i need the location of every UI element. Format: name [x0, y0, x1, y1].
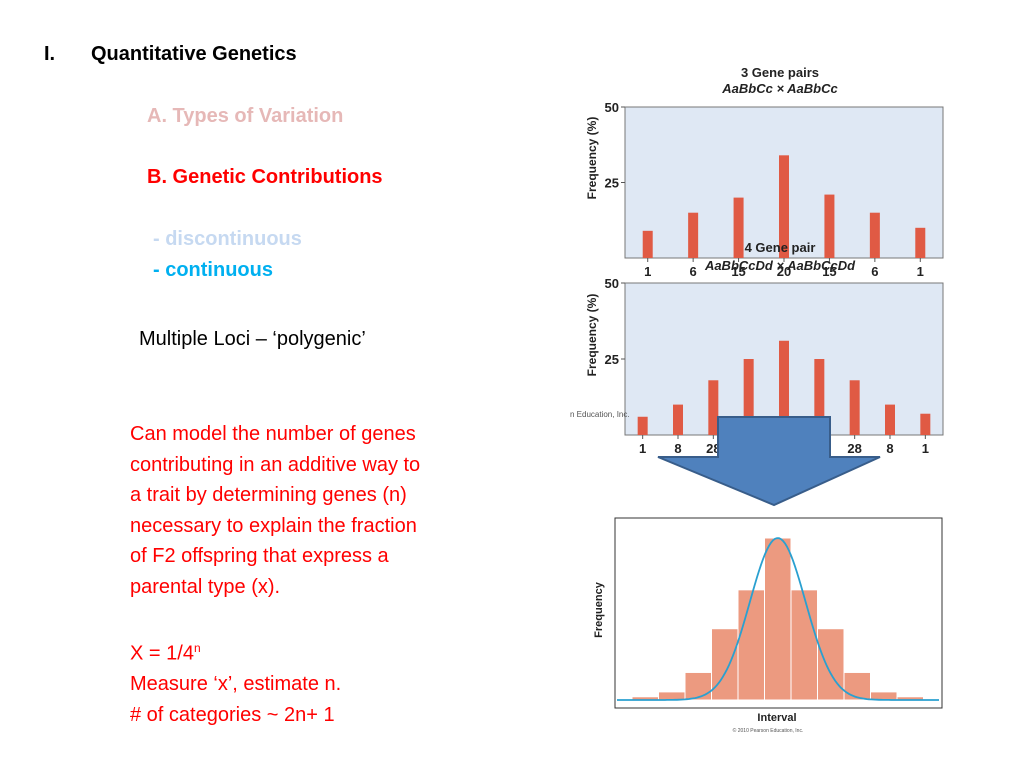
formula-line: X = 1/4n [130, 633, 430, 669]
x-tick-label: 15 [731, 264, 745, 279]
y-tick-label: 25 [605, 176, 619, 191]
x-axis-label-continuous: Interval [757, 712, 796, 724]
histogram-bar [684, 671, 712, 701]
genetics-figure: 3 Gene pairs AaBbCc × AaBbCc Frequency (… [570, 65, 944, 734]
x-tick-label: 6 [871, 264, 878, 279]
down-arrow-icon [657, 416, 881, 507]
histogram-bar [737, 589, 765, 701]
histogram-bar [817, 628, 845, 701]
x-tick-label: 1 [639, 441, 646, 456]
y-axis-label-4-gene: Frequency (%) [585, 294, 599, 377]
histogram-bar [790, 589, 818, 701]
chart-title-3-gene: 3 Gene pairs [741, 65, 819, 80]
x-tick-label: 1 [922, 441, 929, 456]
x-tick-label: 1 [644, 264, 651, 279]
bar [779, 340, 789, 435]
histogram-bar [843, 671, 871, 701]
credit-bottom: © 2010 Pearson Education, Inc. [733, 727, 804, 734]
bar [642, 230, 653, 258]
x-tick-label: 8 [674, 441, 681, 456]
subheading-genetic-contributions: B. Genetic Contributions [147, 166, 383, 188]
chart-subtitle-3-gene: AaBbCc × AaBbCc [721, 81, 838, 96]
chart-subtitle-4-gene: AaBbCcDd × AaBbCcDd [704, 258, 856, 273]
formula-base: X = 1/4 [130, 642, 194, 665]
x-tick-label: 15 [822, 264, 836, 279]
bullet-discontinuous: - discontinuous [153, 228, 302, 250]
x-tick-label: 8 [886, 441, 893, 456]
y-tick-label: 25 [605, 352, 619, 367]
bar [637, 416, 648, 435]
bar [673, 404, 683, 435]
histogram-bar [764, 537, 792, 701]
y-tick-label: 50 [605, 276, 619, 291]
histogram-bar [711, 628, 739, 701]
subheading-types-of-variation: A. Types of Variation [147, 105, 344, 127]
chart-3-gene-pairs: 3 Gene pairs AaBbCc × AaBbCc Frequency (… [585, 65, 944, 279]
x-tick-label: 28 [847, 441, 861, 456]
bar [733, 197, 744, 258]
model-paragraph: Can model the number of genes contributi… [130, 423, 421, 598]
bar [814, 359, 825, 435]
bar [885, 404, 895, 435]
bar [920, 413, 931, 435]
y-tick-label: 50 [605, 100, 619, 115]
bar [849, 380, 860, 435]
x-tick-label: 28 [706, 441, 720, 456]
bar [779, 155, 789, 258]
y-axis-label-3-gene: Frequency (%) [585, 117, 599, 200]
measure-line: Measure ‘x’, estimate n. [130, 673, 342, 696]
bar [708, 380, 719, 435]
normal-curve [617, 537, 939, 701]
chart-4-gene-pairs: 4 Gene pair AaBbCcDd × AaBbCcDd Frequenc… [585, 240, 944, 456]
y-axis-label-continuous: Frequency [593, 581, 605, 638]
x-tick-label: 6 [690, 264, 697, 279]
heading-number: I. [44, 43, 56, 65]
x-tick-label: 20 [777, 264, 791, 279]
heading-title: Quantitative Genetics [91, 43, 297, 65]
credit-top: n Education, Inc. [570, 410, 630, 419]
bar [869, 212, 880, 258]
categories-line: # of categories ~ 2n+ 1 [130, 704, 335, 726]
bar [915, 227, 926, 258]
bar [824, 194, 835, 258]
bar [743, 359, 754, 435]
x-tick-label: 1 [917, 264, 924, 279]
model-text-block: Can model the number of genes contributi… [130, 419, 430, 731]
multiple-loci-text: Multiple Loci – ‘polygenic’ [139, 328, 366, 350]
bar [688, 212, 699, 258]
bullet-continuous: - continuous [153, 259, 273, 281]
formula-exponent: n [193, 641, 201, 656]
chart-title-4-gene: 4 Gene pair [745, 240, 816, 255]
chart-continuous-distribution: Frequency Interval © 2010 Pearson Educat… [593, 517, 943, 734]
